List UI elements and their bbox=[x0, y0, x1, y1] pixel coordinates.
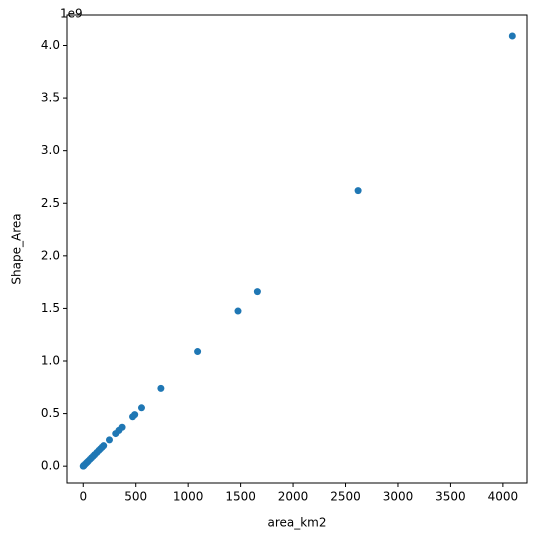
x-tick-label: 500 bbox=[124, 490, 147, 504]
point bbox=[129, 413, 137, 421]
x-tick-label: 2500 bbox=[330, 490, 361, 504]
x-tick-label: 4000 bbox=[488, 490, 519, 504]
plot-frame bbox=[66, 14, 528, 484]
y-tick-label: 2.5 bbox=[41, 196, 60, 210]
y-tick-label: 3.0 bbox=[41, 143, 60, 157]
x-tick-label: 1500 bbox=[225, 490, 256, 504]
x-tick-label: 0 bbox=[79, 490, 87, 504]
y-tick-label: 0.0 bbox=[41, 459, 60, 473]
x-axis-label: area_km2 bbox=[267, 516, 326, 530]
x-tick-label: 1000 bbox=[173, 490, 204, 504]
y-tick-label: 1.0 bbox=[41, 354, 60, 368]
point bbox=[253, 288, 261, 296]
point bbox=[508, 32, 516, 40]
x-tick-label: 3500 bbox=[435, 490, 466, 504]
y-tick-label: 1.5 bbox=[41, 301, 60, 315]
x-tick-label: 2000 bbox=[278, 490, 309, 504]
y-tick-label: 3.5 bbox=[41, 91, 60, 105]
point bbox=[112, 430, 120, 438]
point bbox=[157, 384, 165, 392]
y-tick-label: 0.5 bbox=[41, 406, 60, 420]
point bbox=[194, 348, 202, 356]
y-tick-label: 2.0 bbox=[41, 248, 60, 262]
point bbox=[105, 436, 113, 444]
y-axis-label: Shape_Area bbox=[10, 213, 24, 284]
point bbox=[79, 462, 87, 470]
y-tick-label: 4.0 bbox=[41, 38, 60, 52]
x-tick-label: 3000 bbox=[383, 490, 414, 504]
point bbox=[354, 187, 362, 195]
y-offset-label: 1e9 bbox=[60, 7, 83, 21]
point bbox=[234, 307, 242, 315]
point bbox=[137, 404, 145, 412]
